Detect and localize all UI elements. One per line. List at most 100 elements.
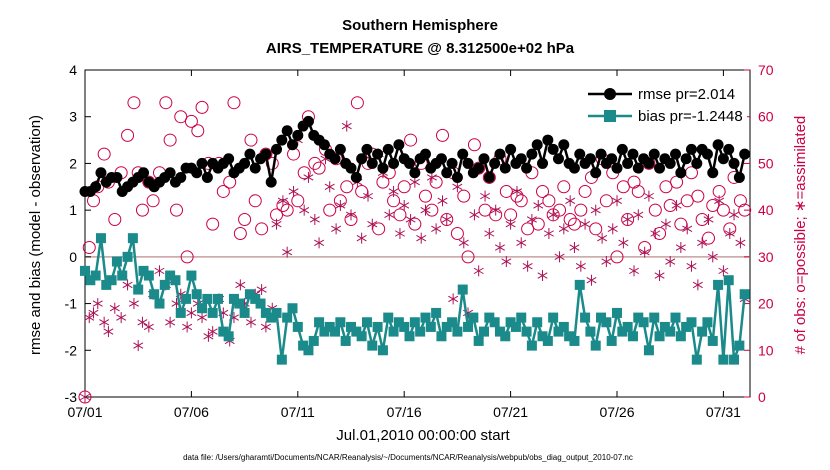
possible-point	[429, 175, 443, 189]
chart-title: Southern Hemisphere	[342, 17, 498, 34]
assimilated-point	[554, 251, 565, 263]
bias-point	[606, 335, 617, 346]
bias-point	[335, 317, 346, 328]
rmse-point	[568, 162, 580, 174]
x-tick-label: 07/11	[281, 404, 315, 420]
possible-point	[297, 166, 311, 180]
assimilated-point	[643, 190, 654, 202]
bias-point	[393, 317, 404, 328]
possible-point	[574, 203, 588, 217]
assimilated-point	[671, 199, 682, 211]
assimilated-point	[622, 213, 633, 225]
assimilated-point	[452, 181, 463, 193]
rmse-point	[318, 139, 330, 151]
possible-point	[340, 180, 354, 194]
rmse-point	[462, 157, 474, 169]
possible-point	[233, 227, 247, 240]
bias-point	[95, 233, 106, 244]
rmse-point	[505, 143, 517, 155]
assimilated-point	[480, 190, 491, 202]
assimilated-point	[707, 251, 718, 263]
rmse-point	[733, 171, 745, 183]
bias-point	[580, 312, 591, 323]
assimilated-point	[714, 195, 725, 207]
bias-point	[510, 321, 521, 332]
possible-point	[170, 203, 184, 217]
assimilated-point	[601, 256, 612, 268]
y-tick-label: 4	[69, 62, 77, 78]
possible-point	[174, 110, 188, 124]
y2-tick-label: 60	[758, 109, 774, 125]
rmse-point	[739, 148, 751, 160]
rmse-point	[249, 162, 261, 174]
legend-label-rmse: rmse pr=2.014	[638, 86, 735, 103]
possible-point	[180, 250, 194, 264]
assimilated-point	[235, 279, 246, 291]
assimilated-point	[182, 321, 193, 333]
bias-point	[675, 331, 686, 342]
bias-point	[537, 331, 548, 342]
possible-point	[440, 212, 454, 226]
x-tick-label: 07/06	[174, 404, 209, 420]
assimilated-point	[420, 204, 431, 216]
possible-point	[227, 96, 241, 110]
possible-point	[436, 128, 450, 142]
bias-point	[686, 317, 697, 328]
bias-point	[377, 345, 388, 356]
possible-point	[691, 189, 705, 203]
assimilated-point	[494, 242, 505, 254]
rmse-point	[648, 148, 660, 160]
assimilated-point	[356, 232, 367, 244]
rmse-point	[584, 153, 596, 165]
bias-point	[383, 312, 394, 323]
bias-point	[553, 326, 564, 337]
bias-point	[548, 312, 559, 323]
y2-axis-ticks: 0 10 20 30 40 50 60 70	[744, 62, 774, 405]
rmse-point	[457, 148, 469, 160]
rmse-point	[356, 153, 368, 165]
bias-point	[617, 326, 628, 337]
x-tick-label: 07/26	[599, 404, 634, 420]
possible-point	[255, 222, 269, 236]
rmse-point	[685, 143, 697, 155]
bias-point	[452, 326, 463, 337]
assimilated-point	[665, 256, 676, 268]
y-tick-label: 2	[69, 155, 77, 171]
possible-point	[738, 203, 752, 217]
possible-point	[589, 222, 603, 236]
bias-point	[250, 293, 261, 304]
assimilated-point	[469, 209, 480, 221]
rmse-point	[191, 167, 203, 179]
assimilated-point	[84, 312, 95, 324]
series-circle	[79, 115, 751, 197]
possible-point	[450, 227, 464, 240]
bias-point	[330, 326, 341, 337]
assimilated-point	[437, 195, 448, 207]
bias-point	[111, 256, 122, 267]
bias-point	[133, 284, 144, 295]
possible-point	[631, 184, 645, 198]
assimilated-point	[682, 223, 693, 235]
bias-point	[340, 335, 351, 346]
bias-point	[361, 317, 372, 328]
possible-point	[461, 250, 475, 264]
y-tick-label: -2	[65, 342, 78, 358]
rmse-point	[526, 148, 538, 160]
bias-point	[388, 326, 399, 337]
possible-point	[238, 212, 252, 226]
bias-point	[202, 293, 213, 304]
bias-point	[276, 354, 287, 365]
rmse-point	[175, 171, 187, 183]
bias-point	[670, 312, 681, 323]
y2-tick-label: 50	[758, 155, 774, 171]
bias-point	[643, 345, 654, 356]
y-tick-label: 3	[69, 109, 77, 125]
possible-point	[312, 161, 326, 175]
bias-point	[85, 275, 96, 286]
assimilated-point	[345, 209, 357, 221]
bias-point	[569, 335, 580, 346]
possible-point	[680, 194, 694, 208]
assimilated-point	[522, 260, 533, 272]
rmse-point	[223, 153, 235, 165]
rmse-point	[419, 148, 431, 160]
